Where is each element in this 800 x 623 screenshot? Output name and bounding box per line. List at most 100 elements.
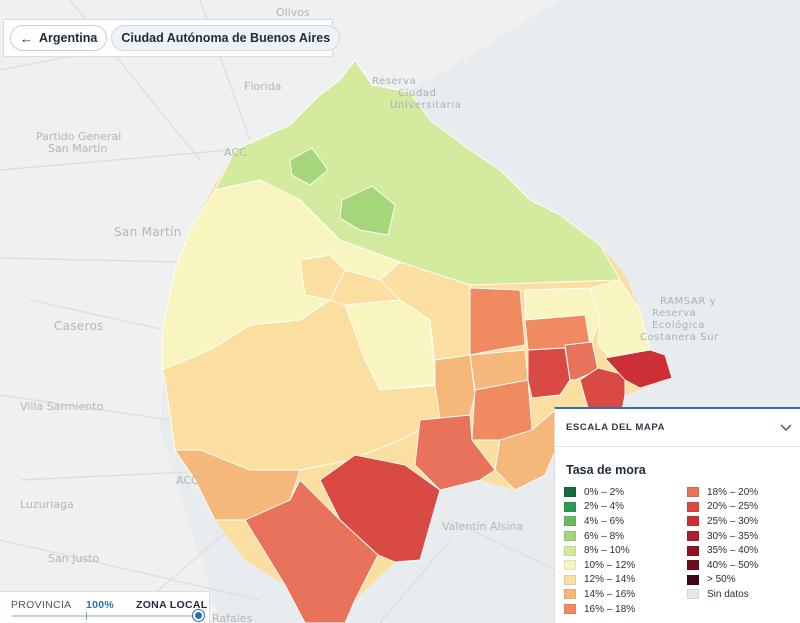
legend-swatch <box>687 560 699 571</box>
region-14-16-a[interactable] <box>434 354 476 421</box>
legend-item: 35% – 40% <box>687 543 758 558</box>
region-14-16-d[interactable] <box>494 409 561 491</box>
legend-swatch <box>564 487 576 498</box>
map-scale-panel: ESCALA DEL MAPA Tasa de mora 0% – 2% 2% –… <box>554 407 800 623</box>
breadcrumb-current[interactable]: Ciudad Autónoma de Buenos Aires <box>111 25 341 51</box>
legend-label: 18% – 20% <box>707 486 759 498</box>
legend-item: 25% – 30% <box>687 514 758 529</box>
legend-label: 6% – 8% <box>584 530 625 542</box>
legend-swatch <box>687 574 699 585</box>
legend-item: 10% – 12% <box>564 558 635 573</box>
label-reserva-3: Universitaria <box>390 100 461 111</box>
region-18-20-b[interactable] <box>414 414 496 491</box>
region-6-8-b[interactable] <box>339 185 396 236</box>
legend-item: 8% – 10% <box>564 543 635 558</box>
legend-label: 4% – 6% <box>584 515 625 527</box>
legend-item: 14% – 16% <box>564 587 635 602</box>
label-ramsar: RAMSAR y <box>660 296 716 307</box>
label-reserva: Reserva <box>372 76 416 87</box>
label-villa-sarmiento: Villa Sarmiento <box>20 400 104 413</box>
legend-swatch <box>564 531 576 542</box>
region-18-20-a[interactable] <box>564 341 599 381</box>
legend-item: 6% – 8% <box>564 529 635 544</box>
label-san-justo: San Justo <box>48 552 99 565</box>
legend-label: 35% – 40% <box>707 545 759 557</box>
slider-handle[interactable] <box>193 610 204 621</box>
chevron-down-icon[interactable] <box>780 421 792 435</box>
label-olivos: Olivos <box>276 6 310 19</box>
region-8-10[interactable] <box>214 59 621 286</box>
legend-item: > 50% <box>687 573 758 588</box>
legend-item: 18% – 20% <box>687 485 758 500</box>
legend-label: 16% – 18% <box>584 603 636 615</box>
legend-swatch <box>687 545 699 556</box>
legend-item: 20% – 25% <box>687 500 758 515</box>
label-ramsar-2: Reserva <box>652 308 696 319</box>
label-ramsar-3: Ecológica <box>652 319 705 331</box>
label-rafales: Rafales <box>212 612 253 623</box>
label-florida: Florida <box>244 80 281 93</box>
legend-swatch <box>564 574 576 585</box>
comunas <box>161 59 673 623</box>
legend-swatch <box>687 501 699 512</box>
zoom-value-label: 100% <box>86 599 115 611</box>
label-partido-general: Partido General <box>36 130 121 143</box>
legend-title: Tasa de mora <box>566 463 646 477</box>
legend-right-column: 18% – 20% 20% – 25% 25% – 30% 30% – 35% 35% … <box>687 485 758 602</box>
legend-left-column: 0% – 2% 2% – 4% 4% – 6% 6% – 8% 8% – 10% 10% … <box>564 485 635 616</box>
region-25-30[interactable] <box>604 349 673 389</box>
region-6-8-a[interactable] <box>289 147 329 186</box>
zoom-right-label: ZONA LOCAL <box>136 599 208 611</box>
legend-label: 20% – 25% <box>707 501 759 513</box>
breadcrumb: ← Argentina Ciudad Autónoma de Buenos Ai… <box>3 19 341 57</box>
legend-label: 12% – 14% <box>584 574 636 586</box>
region-18-20-c[interactable] <box>244 479 379 623</box>
region-12-14-c[interactable] <box>299 254 346 301</box>
label-acc: ACC <box>224 146 247 159</box>
legend-item: 16% – 18% <box>564 602 635 617</box>
label-partido-general-2: San Martín <box>48 142 107 155</box>
legend-swatch <box>564 589 576 600</box>
scale-panel-toggle[interactable]: ESCALA DEL MAPA <box>555 409 800 447</box>
land-area <box>0 0 560 623</box>
back-to-argentina-button[interactable]: ← Argentina <box>10 25 108 51</box>
legend-item: 4% – 6% <box>564 514 635 529</box>
label-san-martin: San Martín <box>114 225 182 239</box>
breadcrumb-parent-label: Argentina <box>39 31 98 45</box>
legend-swatch <box>564 604 576 615</box>
legend-item: Sin datos <box>687 587 758 602</box>
legend-swatch <box>564 501 576 512</box>
legend-item: 0% – 2% <box>564 485 635 500</box>
legend-label: > 50% <box>707 574 736 586</box>
legend-swatch <box>564 560 576 571</box>
breadcrumb-current-label: Ciudad Autónoma de Buenos Aires <box>121 31 331 45</box>
legend-label: Sin datos <box>707 588 749 600</box>
legend-label: 0% – 2% <box>584 486 625 498</box>
legend-label: 30% – 35% <box>707 530 759 542</box>
zoom-left-label: PROVINCIA <box>11 599 72 611</box>
legend-label: 25% – 30% <box>707 515 759 527</box>
legend-swatch <box>564 545 576 556</box>
legend-swatch <box>687 531 699 542</box>
legend-swatch <box>687 487 699 498</box>
region-16-18-a[interactable] <box>469 287 526 356</box>
slider-track[interactable] <box>12 615 198 617</box>
legend-swatch <box>564 516 576 527</box>
legend-swatch <box>687 516 699 527</box>
label-caseros: Caseros <box>54 319 104 333</box>
zoom-level-slider[interactable]: PROVINCIA 100% ZONA LOCAL <box>0 591 210 623</box>
scale-panel-title: ESCALA DEL MAPA <box>566 422 666 433</box>
label-reserva-2: Ciudad <box>398 88 437 99</box>
label-acc-2: ACC <box>176 474 199 487</box>
arrow-left-icon: ← <box>20 30 33 46</box>
slider-tick <box>86 612 87 620</box>
label-valentin-alsina: Valentín Alsina <box>442 520 523 533</box>
legend-item: 30% – 35% <box>687 529 758 544</box>
legend-item: 2% – 4% <box>564 500 635 515</box>
legend-label: 10% – 12% <box>584 559 636 571</box>
label-ramsar-4: Costanera Sur <box>640 332 719 343</box>
label-luzuriaga: Luzuriaga <box>20 498 74 511</box>
legend-label: 8% – 10% <box>584 545 630 557</box>
region-16-18-c[interactable] <box>471 379 533 441</box>
